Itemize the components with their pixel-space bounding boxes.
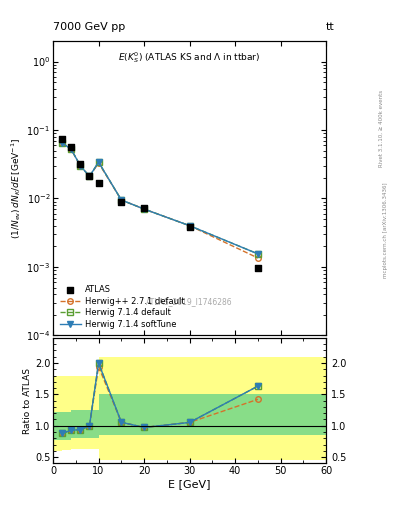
X-axis label: E [GeV]: E [GeV] — [168, 479, 211, 489]
Point — [95, 179, 102, 187]
Y-axis label: $(1/N_\mathrm{ev})\,dN_K/dE\,[\mathrm{GeV}^{-1}]$: $(1/N_\mathrm{ev})\,dN_K/dE\,[\mathrm{Ge… — [9, 138, 23, 239]
Point — [68, 143, 74, 152]
Text: Rivet 3.1.10, ≥ 400k events: Rivet 3.1.10, ≥ 400k events — [379, 90, 384, 166]
Text: mcplots.cern.ch [arXiv:1306.3436]: mcplots.cern.ch [arXiv:1306.3436] — [384, 183, 388, 278]
Legend: ATLAS, Herwig++ 2.7.1 default, Herwig 7.1.4 default, Herwig 7.1.4 softTune: ATLAS, Herwig++ 2.7.1 default, Herwig 7.… — [57, 283, 187, 331]
Text: ATLAS_2019_I1746286: ATLAS_2019_I1746286 — [146, 297, 233, 306]
Point — [255, 264, 261, 272]
Y-axis label: Ratio to ATLAS: Ratio to ATLAS — [23, 368, 32, 434]
Point — [118, 198, 125, 206]
Text: 7000 GeV pp: 7000 GeV pp — [53, 22, 125, 32]
Text: tt: tt — [326, 22, 335, 32]
Point — [187, 223, 193, 231]
Point — [59, 135, 65, 143]
Point — [77, 160, 84, 168]
Point — [86, 173, 93, 181]
Text: $E(K_S^0)$ (ATLAS KS and $\Lambda$ in ttbar): $E(K_S^0)$ (ATLAS KS and $\Lambda$ in tt… — [118, 50, 261, 65]
Point — [141, 204, 147, 212]
